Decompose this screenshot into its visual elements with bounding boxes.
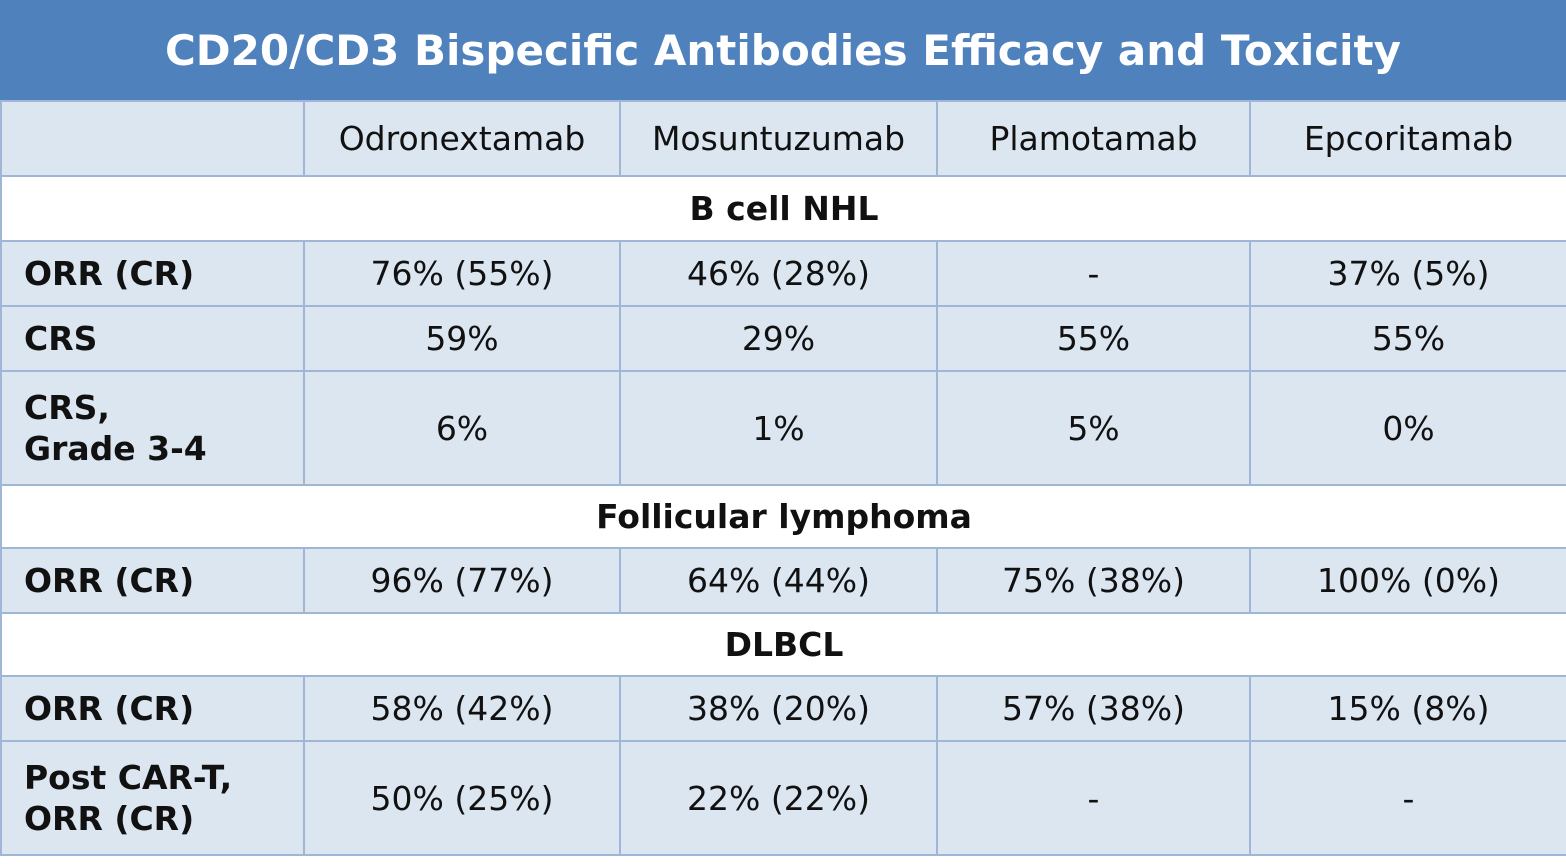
- cell: 15% (8%): [1249, 675, 1566, 742]
- section-title: B cell NHL: [0, 175, 1566, 242]
- cell: 37% (5%): [1249, 240, 1566, 307]
- cell: 75% (38%): [936, 547, 1251, 614]
- section-row: DLBCL: [0, 612, 1566, 677]
- data-row: Post CAR-T, ORR (CR) 50% (25%) 22% (22%) - -: [0, 740, 1566, 856]
- cell: 1%: [619, 370, 938, 486]
- cell: 100% (0%): [1249, 547, 1566, 614]
- table: Odronextamab Mosuntuzumab Plamotamab Epcori…: [0, 100, 1566, 856]
- header-row: Odronextamab Mosuntuzumab Plamotamab Epcori…: [0, 100, 1566, 177]
- cell: 55%: [936, 305, 1251, 372]
- cell: -: [936, 240, 1251, 307]
- cell: 38% (20%): [619, 675, 938, 742]
- data-row: CRS 59% 29% 55% 55%: [0, 305, 1566, 372]
- table-title: CD20/CD3 Bispecific Antibodies Efficacy …: [0, 0, 1566, 100]
- row-label: ORR (CR): [0, 240, 305, 307]
- cell: 58% (42%): [303, 675, 621, 742]
- data-row: CRS, Grade 3-4 6% 1% 5% 0%: [0, 370, 1566, 486]
- data-row: ORR (CR) 58% (42%) 38% (20%) 57% (38%) 15% (…: [0, 675, 1566, 742]
- cell: 5%: [936, 370, 1251, 486]
- data-row: ORR (CR) 76% (55%) 46% (28%) -37% (5%): [0, 240, 1566, 307]
- cell: 29%: [619, 305, 938, 372]
- cell: 22% (22%): [619, 740, 938, 856]
- column-header: Odronextamab: [303, 100, 621, 177]
- column-header: Plamotamab: [936, 100, 1251, 177]
- cell: 55%: [1249, 305, 1566, 372]
- cell: 50% (25%): [303, 740, 621, 856]
- cell: 0%: [1249, 370, 1566, 486]
- cell: 76% (55%): [303, 240, 621, 307]
- cell: 46% (28%): [619, 240, 938, 307]
- cell: 6%: [303, 370, 621, 486]
- column-header: Mosuntuzumab: [619, 100, 938, 177]
- row-label: CRS, Grade 3-4: [0, 370, 305, 486]
- cell: 59%: [303, 305, 621, 372]
- corner-cell: [0, 100, 305, 177]
- section-row: Follicular lymphoma: [0, 484, 1566, 549]
- row-label: ORR (CR): [0, 547, 305, 614]
- column-header: Epcoritamab: [1249, 100, 1566, 177]
- cell: -: [1249, 740, 1566, 856]
- row-label: Post CAR-T, ORR (CR): [0, 740, 305, 856]
- cell: 96% (77%): [303, 547, 621, 614]
- section-title: Follicular lymphoma: [0, 484, 1566, 549]
- cell: 64% (44%): [619, 547, 938, 614]
- row-label: CRS: [0, 305, 305, 372]
- section-title: DLBCL: [0, 612, 1566, 677]
- cell: -: [936, 740, 1251, 856]
- section-row: B cell NHL: [0, 175, 1566, 242]
- cell: 57% (38%): [936, 675, 1251, 742]
- data-row: ORR (CR) 96% (77%) 64% (44%) 75% (38%) 100% …: [0, 547, 1566, 614]
- row-label: ORR (CR): [0, 675, 305, 742]
